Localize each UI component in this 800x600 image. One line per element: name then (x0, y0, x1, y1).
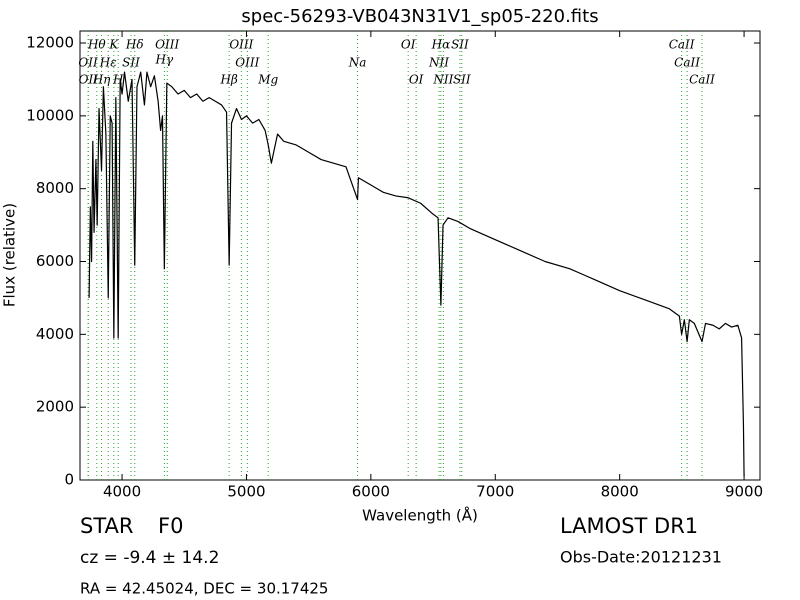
x-tick-label: 5000 (227, 483, 265, 501)
spectral-line-label: Hε (99, 56, 117, 70)
spectral-line-label: Hβ (219, 73, 237, 87)
y-tick-label: 10000 (26, 106, 74, 124)
survey: LAMOST DR1 (560, 514, 698, 538)
spectral-line-label: H (112, 73, 124, 87)
y-tick-label: 12000 (26, 34, 74, 52)
spectral-line-label: NII (432, 73, 453, 87)
spectral-line-label: OIII (155, 38, 179, 52)
y-axis-label: Flux (relative) (1, 203, 19, 307)
spectral-line-label: K (108, 38, 119, 52)
y-tick-label: 4000 (36, 325, 74, 343)
spectral-line-label: SII (122, 56, 140, 70)
x-tick-label: 9000 (725, 483, 763, 501)
object-class: STAR (80, 514, 133, 538)
spectral-line-label: CaII (689, 73, 715, 87)
spectral-line-label: OII (78, 56, 98, 70)
spectral-line-label: NII (428, 56, 449, 70)
x-tick-label: 6000 (352, 483, 390, 501)
spectral-line-label: Hγ (155, 53, 174, 67)
spectral-line-label: SII (451, 38, 469, 52)
spectrum-line (88, 71, 745, 477)
y-tick-label: 6000 (36, 252, 74, 270)
redshift: cz = -9.4 ± 14.2 (80, 548, 219, 568)
chart-title: spec-56293-VB043N31V1_sp05-220.fits (241, 6, 598, 27)
spectral-line-label: OIII (235, 56, 259, 70)
y-tick-label: 2000 (36, 398, 74, 416)
spectral-line-label: SII (453, 73, 471, 87)
x-tick-label: 4000 (103, 483, 141, 501)
coordinates: RA = 42.45024, DEC = 30.17425 (80, 580, 328, 598)
spectral-line-label: Hη (92, 73, 111, 87)
x-tick-label: 8000 (601, 483, 639, 501)
spectral-line-label: OII (79, 73, 99, 87)
spectral-line-label: Mg (257, 73, 278, 87)
y-tick-label: 8000 (36, 179, 74, 197)
spectral-line-label: Na (348, 56, 367, 70)
spectral-line-label: CaII (674, 56, 700, 70)
y-tick-label: 0 (64, 471, 74, 489)
subclass: F0 (158, 514, 183, 538)
plot-frame (79, 30, 761, 481)
spectral-line-label: OI (409, 73, 424, 87)
spectral-line-label: Hδ (125, 38, 144, 52)
spectral-line-label: CaII (669, 38, 695, 52)
spectral-line-label: Hα (431, 38, 451, 52)
spectral-line-label: Hθ (87, 38, 106, 52)
x-tick-label: 7000 (476, 483, 514, 501)
spectral-line-label: OIII (229, 38, 253, 52)
x-axis-label: Wavelength (Å) (362, 506, 478, 525)
spectral-line-label: OI (401, 38, 416, 52)
obs-date: Obs-Date:20121231 (560, 548, 722, 567)
